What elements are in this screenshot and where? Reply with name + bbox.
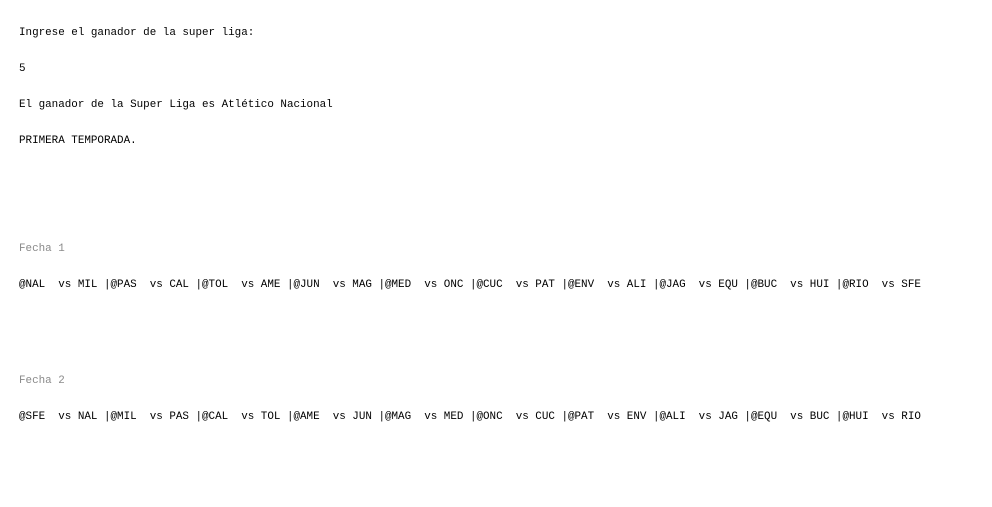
round-label: Fecha 2 xyxy=(19,375,65,387)
round-matches: @NAL vs MIL |@PAS vs CAL |@TOL vs AME |@… xyxy=(19,279,921,291)
round-block: Fecha 2 @SFE vs NAL |@MIL vs PAS |@CAL v… xyxy=(19,351,992,447)
round-block: Fecha 3 @RIO vs SFE |@NAL vs MIL |@PAS v… xyxy=(19,483,992,507)
round-label: Fecha 1 xyxy=(19,243,65,255)
round-block: Fecha 1 @NAL vs MIL |@PAS vs CAL |@TOL v… xyxy=(19,219,992,315)
user-input-line: 5 xyxy=(19,63,26,75)
blank-line xyxy=(19,171,992,183)
winner-message: El ganador de la Super Liga es Atlético … xyxy=(19,99,333,111)
season-header: PRIMERA TEMPORADA. xyxy=(19,135,137,147)
prompt-line: Ingrese el ganador de la super liga: xyxy=(19,27,255,39)
round-matches: @SFE vs NAL |@MIL vs PAS |@CAL vs TOL |@… xyxy=(19,411,921,423)
